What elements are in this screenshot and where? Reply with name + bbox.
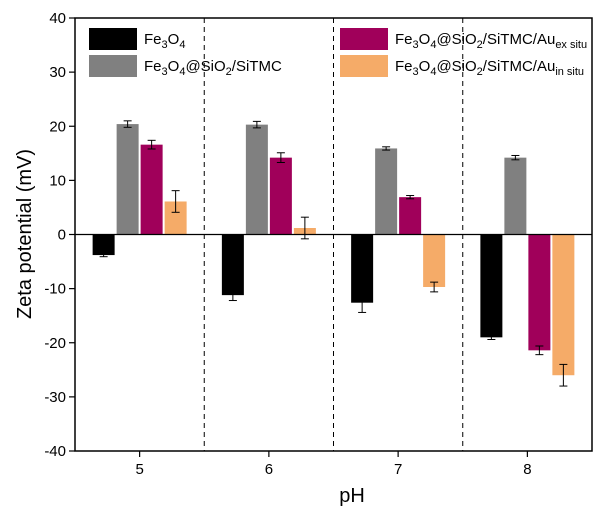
- x-axis: 5 6 7 8: [135, 451, 532, 478]
- bar: [504, 157, 527, 235]
- legend-label: Fe3O4@SiO2/SiTMC/Auin situ: [395, 58, 584, 78]
- legend-swatch: [89, 28, 137, 50]
- y-tick-label: -20: [44, 335, 66, 352]
- bar: [92, 234, 115, 256]
- x-axis-title: pH: [339, 485, 365, 507]
- bar: [423, 234, 446, 288]
- legend-text-part: O: [168, 58, 180, 75]
- legend-subscript: 2: [477, 39, 483, 51]
- legend-subscript: 3: [162, 39, 168, 51]
- legend-label: Fe3O4: [144, 31, 185, 51]
- legend-subscript: 4: [430, 39, 436, 51]
- legend-subscript: 3: [413, 39, 419, 51]
- legend-text-part: @SiO: [185, 58, 225, 75]
- legend-subscript: 2: [226, 66, 232, 78]
- bar: [552, 234, 575, 376]
- legend-text-part: Fe: [395, 31, 413, 48]
- legend-text-part: @SiO: [436, 31, 476, 48]
- legend-text-part: Fe: [395, 58, 413, 75]
- bar: [221, 234, 244, 296]
- legend-subscript: 3: [162, 66, 168, 78]
- x-tick-label: 6: [265, 461, 273, 478]
- legend-text-part: /SiTMC/Au: [483, 31, 556, 48]
- y-tick-label: 20: [49, 118, 66, 135]
- legend-text-part: O: [419, 58, 431, 75]
- y-tick-label: -30: [44, 389, 66, 406]
- legend-subscript: in situ: [555, 66, 584, 78]
- legend: Fe3O4Fe3O4@SiO2/SiTMCFe3O4@SiO2/SiTMC/Au…: [89, 28, 587, 78]
- legend-subscript: 4: [179, 39, 185, 51]
- legend-subscript: 4: [430, 66, 436, 78]
- y-tick-label: 40: [49, 10, 66, 27]
- y-tick-label: 30: [49, 64, 66, 81]
- y-axis: -40 -30 -20 -10 0 10 20 30 40: [44, 10, 75, 460]
- legend-label: Fe3O4@SiO2/SiTMC: [144, 58, 282, 78]
- y-tick-label: -40: [44, 443, 66, 460]
- bar: [140, 144, 163, 235]
- legend-subscript: ex situ: [555, 39, 587, 51]
- x-tick-label: 8: [523, 461, 531, 478]
- legend-swatch: [340, 55, 388, 77]
- legend-swatch: [340, 28, 388, 50]
- x-tick-label: 5: [135, 461, 143, 478]
- y-tick-label: 0: [58, 227, 66, 244]
- error-bars-layer: [99, 120, 568, 387]
- legend-label: Fe3O4@SiO2/SiTMC/Auex situ: [395, 31, 587, 51]
- legend-swatch: [89, 55, 137, 77]
- legend-text-part: /SiTMC: [232, 58, 282, 75]
- bar: [375, 148, 398, 235]
- y-axis-title: Zeta potential (mV): [14, 149, 36, 319]
- legend-text-part: Fe: [144, 58, 162, 75]
- bar: [164, 201, 187, 235]
- y-tick-label: 10: [49, 172, 66, 189]
- bar: [399, 197, 422, 235]
- bar: [245, 124, 268, 235]
- bar: [351, 234, 374, 303]
- x-tick-label: 7: [394, 461, 402, 478]
- legend-subscript: 2: [477, 66, 483, 78]
- bars-layer: [92, 124, 575, 376]
- y-tick-label: -10: [44, 281, 66, 298]
- legend-subscript: 4: [179, 66, 185, 78]
- bar: [116, 124, 139, 235]
- legend-text-part: O: [168, 31, 180, 48]
- legend-text-part: O: [419, 31, 431, 48]
- bar: [528, 234, 551, 351]
- legend-text-part: /SiTMC/Au: [483, 58, 556, 75]
- legend-subscript: 3: [413, 66, 419, 78]
- legend-text-part: @SiO: [436, 58, 476, 75]
- bar: [269, 157, 292, 235]
- bar: [480, 234, 503, 338]
- legend-text-part: Fe: [144, 31, 162, 48]
